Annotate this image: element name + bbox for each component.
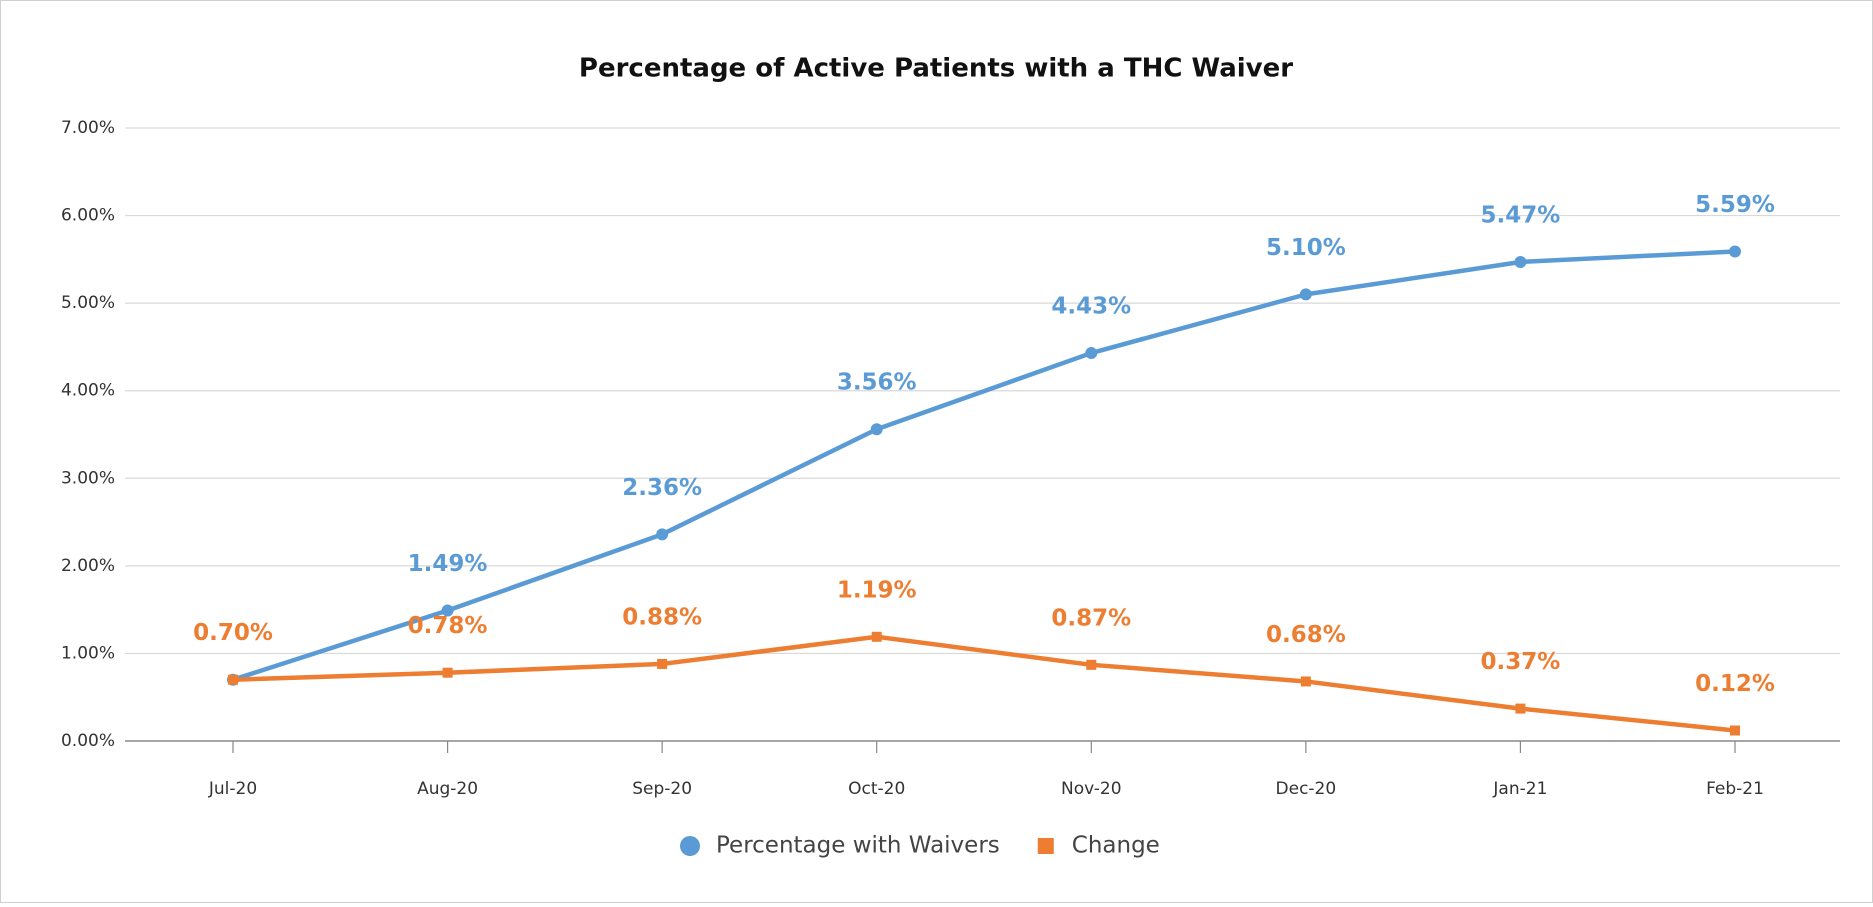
y-tick-label: 5.00% [61, 293, 115, 313]
data-label: 1.19% [837, 577, 917, 603]
x-tick-label: Jul-20 [208, 779, 257, 799]
y-tick-label: 6.00% [61, 206, 115, 226]
chart-title: Percentage of Active Patients with a THC… [579, 54, 1293, 84]
x-tick-label: Aug-20 [417, 779, 478, 799]
series-line [232, 634, 1736, 733]
data-point [1299, 288, 1312, 301]
y-tick-label: 7.00% [61, 118, 115, 138]
x-tick-label: Nov-20 [1061, 779, 1122, 799]
data-point [1514, 255, 1527, 268]
legend-label: Change [1072, 833, 1160, 859]
data-label: 0.87% [1051, 605, 1131, 631]
data-label: 0.12% [1695, 671, 1775, 697]
series-line [232, 249, 1736, 682]
legend-label: Percentage with Waivers [716, 833, 1000, 859]
data-label: 5.59% [1695, 192, 1775, 218]
legend-marker [1037, 838, 1054, 854]
data-point [228, 674, 238, 685]
data-point [1300, 676, 1311, 687]
data-label: 0.70% [193, 620, 273, 646]
y-tick-label: 4.00% [61, 381, 115, 401]
data-point [1085, 347, 1098, 360]
data-point [870, 423, 883, 436]
y-tick-label: 0.00% [61, 731, 115, 751]
data-point [656, 528, 669, 541]
data-label: 4.43% [1051, 294, 1131, 320]
x-tick-label: Dec-20 [1276, 779, 1337, 799]
data-label: 0.88% [622, 604, 702, 630]
data-point [657, 658, 668, 669]
x-tick-label: Oct-20 [848, 779, 905, 799]
data-label: 5.10% [1266, 235, 1346, 261]
data-point [442, 667, 453, 678]
legend-marker [680, 836, 700, 856]
y-tick-label: 2.00% [61, 556, 115, 576]
x-tick-label: Feb-21 [1706, 779, 1764, 799]
data-point [871, 631, 882, 642]
x-tick-label: Jan-21 [1492, 779, 1547, 799]
data-label: 5.47% [1481, 202, 1561, 228]
data-label: 3.56% [837, 370, 917, 396]
data-point [1515, 703, 1526, 714]
data-label: 1.49% [408, 551, 488, 577]
data-point [1729, 245, 1741, 258]
y-tick-label: 3.00% [61, 468, 115, 488]
data-label: 0.78% [408, 613, 488, 639]
data-point [1086, 659, 1097, 670]
data-point [441, 604, 454, 617]
y-tick-label: 1.00% [61, 643, 115, 663]
data-label: 2.36% [622, 475, 702, 501]
data-label: 0.37% [1481, 649, 1561, 675]
data-point [1730, 725, 1740, 736]
data-label: 0.68% [1266, 622, 1346, 648]
x-tick-label: Sep-20 [632, 779, 692, 799]
